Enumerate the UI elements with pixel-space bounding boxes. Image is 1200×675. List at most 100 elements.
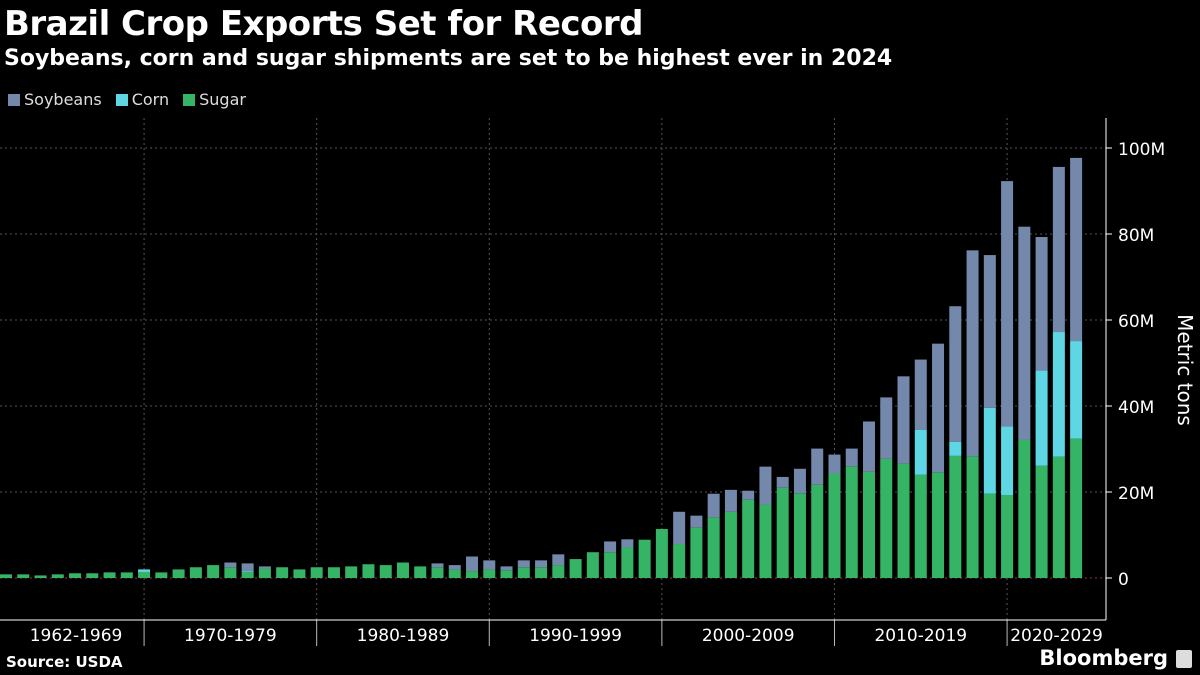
y-tick-label: 60M xyxy=(1118,312,1154,332)
bar-sugar-2020 xyxy=(1001,495,1014,578)
bar-soybeans-2011 xyxy=(845,448,858,467)
legend-label: Soybeans xyxy=(24,90,102,109)
bar-sugar-2006 xyxy=(759,504,772,578)
bar-soybeans-2006 xyxy=(759,466,772,505)
bar-sugar-2014 xyxy=(897,463,910,578)
bar-sugar-1971 xyxy=(155,572,168,578)
bar-sugar-1981 xyxy=(327,567,340,578)
bar-corn-2017 xyxy=(949,441,962,456)
bar-sugar-1965 xyxy=(51,574,64,578)
bar-sugar-1986 xyxy=(414,566,427,578)
bar-soybeans-2014 xyxy=(897,376,910,464)
bloomberg-chart-icon xyxy=(1176,650,1192,668)
bar-sugar-2015 xyxy=(914,474,927,578)
bar-soybeans-2018 xyxy=(966,250,979,457)
bar-soybeans-2016 xyxy=(932,343,945,473)
bar-sugar-1968 xyxy=(103,572,116,578)
bar-corn-1970 xyxy=(138,569,151,572)
bar-sugar-1974 xyxy=(207,565,220,578)
y-tick-label: 0 xyxy=(1118,570,1129,590)
bar-soybeans-1991 xyxy=(500,566,513,571)
bar-soybeans-1976 xyxy=(241,563,254,572)
bar-corn-2024 xyxy=(1070,341,1083,439)
bar-soybeans-2019 xyxy=(983,255,996,408)
bar-soybeans-2008 xyxy=(793,468,806,494)
legend-label: Sugar xyxy=(199,90,246,109)
bar-soybeans-2017 xyxy=(949,306,962,442)
bar-soybeans-2001 xyxy=(673,511,686,545)
bar-sugar-2023 xyxy=(1052,456,1065,578)
bar-corn-2023 xyxy=(1052,332,1065,457)
bar-sugar-1992 xyxy=(517,567,530,578)
bar-sugar-1973 xyxy=(189,567,202,578)
bar-sugar-2004 xyxy=(724,511,737,578)
source-note: Source: USDA xyxy=(6,653,123,671)
bar-sugar-1984 xyxy=(379,565,392,578)
legend-item-sugar: Sugar xyxy=(183,90,246,109)
bar-sugar-1991 xyxy=(500,570,513,578)
bar-sugar-1979 xyxy=(293,569,306,578)
bar-corn-2019 xyxy=(983,407,996,494)
legend-swatch-sugar xyxy=(183,93,196,106)
bar-sugar-1969 xyxy=(120,572,133,578)
bloomberg-logo: Bloomberg xyxy=(1039,646,1168,670)
bar-corn-2020 xyxy=(1001,426,1014,496)
bar-sugar-1978 xyxy=(276,567,289,578)
bar-sugar-2008 xyxy=(793,493,806,578)
bar-corn-2022 xyxy=(1035,370,1048,466)
bar-sugar-1994 xyxy=(552,565,565,578)
bar-sugar-1972 xyxy=(172,569,185,578)
bar-sugar-1996 xyxy=(586,552,599,578)
bar-sugar-1988 xyxy=(448,569,461,578)
bar-sugar-2000 xyxy=(655,528,668,578)
bar-sugar-2012 xyxy=(863,471,875,578)
bar-corn-1976 xyxy=(241,571,254,572)
x-group-label: 1990-1999 xyxy=(529,626,622,646)
bar-sugar-2018 xyxy=(966,456,979,578)
bar-sugar-2019 xyxy=(983,493,996,578)
bar-sugar-2003 xyxy=(707,517,720,578)
bar-sugar-1966 xyxy=(69,573,82,578)
bar-soybeans-2023 xyxy=(1052,166,1065,333)
chart-subtitle: Soybeans, corn and sugar shipments are s… xyxy=(4,46,893,71)
bar-sugar-1976 xyxy=(241,571,254,578)
bar-sugar-2013 xyxy=(880,458,893,578)
bar-sugar-1977 xyxy=(258,568,271,578)
bar-sugar-1970 xyxy=(138,571,151,578)
bar-soybeans-2020 xyxy=(1001,181,1014,427)
legend-swatch-soybeans xyxy=(8,93,20,106)
legend-item-corn: Corn xyxy=(115,90,169,109)
bar-sugar-1999 xyxy=(638,539,651,578)
legend-item-soybeans: Soybeans xyxy=(8,90,102,109)
y-axis-title: Metric tons xyxy=(1173,314,1197,426)
bar-sugar-1985 xyxy=(396,562,409,578)
bar-soybeans-1987 xyxy=(431,563,444,568)
bar-sugar-2009 xyxy=(811,484,824,578)
bar-soybeans-2009 xyxy=(811,448,824,485)
legend-swatch-corn xyxy=(115,93,128,106)
bar-sugar-2010 xyxy=(828,473,841,578)
legend: Soybeans Corn Sugar xyxy=(8,90,246,109)
bar-sugar-2002 xyxy=(690,527,703,578)
bar-sugar-2007 xyxy=(776,487,789,578)
x-group-label: 2000-2009 xyxy=(702,626,795,646)
bar-soybeans-2002 xyxy=(690,515,703,528)
bar-sugar-1983 xyxy=(362,564,375,578)
y-tick-label: 40M xyxy=(1118,398,1154,418)
x-group-label: 1962-1969 xyxy=(30,626,123,646)
bar-soybeans-2024 xyxy=(1070,157,1083,342)
bar-sugar-1995 xyxy=(569,559,582,578)
bar-sugar-2022 xyxy=(1035,465,1048,578)
bar-soybeans-1977 xyxy=(258,566,271,569)
bar-sugar-2016 xyxy=(932,472,945,578)
bar-sugar-2024 xyxy=(1070,438,1083,578)
bar-soybeans-2010 xyxy=(828,454,841,474)
chart-title: Brazil Crop Exports Set for Record xyxy=(4,4,644,44)
bar-sugar-1997 xyxy=(604,552,617,578)
bar-soybeans-2005 xyxy=(742,490,755,500)
bar-soybeans-1997 xyxy=(604,541,617,553)
bar-soybeans-2022 xyxy=(1035,237,1048,371)
y-tick-label: 100M xyxy=(1118,140,1165,160)
bar-soybeans-1988 xyxy=(448,565,461,570)
